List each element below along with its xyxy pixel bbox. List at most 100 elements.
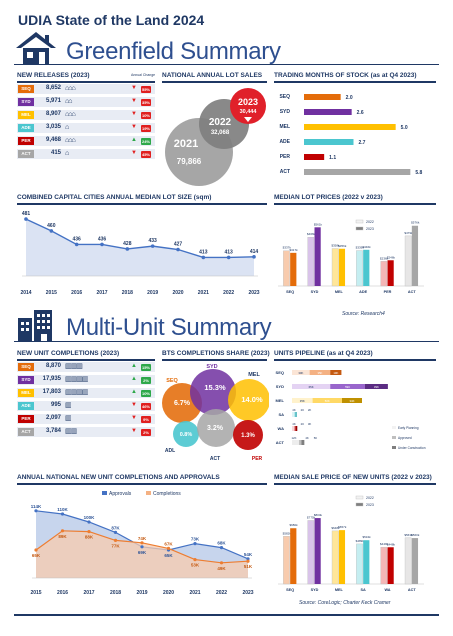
lot-size-point [100,242,104,247]
annual-value-label: 53K [191,563,200,568]
grouped-category-label: SEQ [286,290,294,294]
pipeline-title: UNITS PIPELINE (as at Q4 2023) [274,350,436,361]
grouped-category-label: MEL [335,588,344,592]
trading-months-title: TRADING MONTHS OF STOCK (as at Q4 2023) [274,72,436,83]
trading-value-label: 1.1 [329,155,336,161]
trading-bar [304,154,325,160]
region-value: 8,652 [45,85,61,91]
grouped-legend-label: 2022 [366,496,374,500]
pipeline-segment [292,440,300,445]
region-label: ACT [18,150,34,158]
down-arrow-icon: ▼ [131,402,137,408]
grouped-category-label: WA [384,588,390,592]
lot-prices-chart: $337k$317k SEQ $466k $561k SYD $358k$356k MEL $… [278,219,424,294]
change-badge: 24% [141,138,151,145]
region-label: SEQ [18,85,34,93]
grouped-value-label: $358k [331,244,340,248]
grouped-bar [314,518,321,584]
bts-circle-syd [190,369,236,415]
annual-value-label: 65K [164,553,173,558]
lot-size-point [125,247,130,251]
region-label: SYD [18,376,34,384]
change-badge: 9% [141,416,151,423]
annual-x-tick: 2016 [57,590,68,596]
down-arrow-icon: ▼ [131,150,137,156]
region-label: ACT [18,428,34,436]
building-icons: ▥▥ [65,428,77,435]
grouped-value-label: $804k [314,513,323,517]
lot-size-x-tick: 2015 [46,290,57,296]
house-icons: ⌂⌂⌂ [65,111,76,118]
change-badge: 55% [141,86,151,93]
annual-point [60,529,65,533]
grouped-bar [338,530,346,584]
bts-share-title: BTS COMPLETIONS SHARE (2023) [162,350,270,361]
down-arrow-icon: ▼ [131,124,137,130]
region-value: 8,907 [45,111,61,117]
change-badge: 10% [141,390,151,397]
pipeline-segment-label: 35K [317,371,322,375]
annual-point [140,541,144,545]
row-background [17,362,155,372]
pipeline-segment-label: 5K [314,436,318,440]
grouped-bar [331,530,339,585]
grouped-category-label: SYD [311,290,319,294]
grouped-value-label: $534k [362,535,371,539]
row-background [17,149,155,159]
region-row-ade: ADE 3,035 ⌂ ▼ 19% [17,123,155,134]
grouped-category-label: SYD [311,588,319,592]
annual-point [246,557,250,561]
row-background [17,414,155,424]
annual-value-label: 49K [217,566,226,571]
bts-value-act: 3.2% [207,425,224,432]
grouped-value-label: $582k [283,531,292,535]
pipeline-segment [292,426,295,431]
title-divider [14,64,439,65]
annual-x-tick: 2021 [189,590,200,596]
grouped-bar [411,225,419,286]
grouped-bar [363,249,370,286]
up-arrow-icon: ▲ [131,389,137,395]
pipeline-category-label: SA [278,412,284,417]
lot-size-point [49,229,54,233]
lot-size-point [226,255,231,260]
region-row-per: PER 9,468 ⌂⌂⌂ ▲ 24% [17,136,155,147]
down-arrow-icon: ▼ [131,85,137,91]
trading-category-label: SEQ [279,94,290,100]
unit-price-source: Source: CoreLogic; Charter Keck Cramer [299,600,391,606]
pipeline-segment-label: 35K [300,399,305,403]
region-label: PER [18,137,34,145]
releases-change-header: Annual Change [131,73,156,77]
grouped-value-label: $246k [387,255,396,259]
grouped-value-label: $561k [314,222,323,226]
region-row-per: PER 2,097 ▥ ▼ 9% [17,414,155,425]
change-badge: 19% [141,125,151,132]
bts-label-adl: ADL [165,448,175,454]
grouped-value-label: $657k [338,525,347,529]
annual-value-label: 51K [244,564,253,569]
region-value: 8,870 [45,363,61,369]
lot-size-x-tick: 2017 [96,290,107,296]
grouped-value-label: $339k [356,246,365,250]
annual-point [113,530,118,534]
annual-completions-chart: 114K 110K 100K 87K 69K 65K 73K 68K 54K 65K 89K 88K 7… [30,491,254,596]
grouped-value-label: $317k [289,248,298,252]
grouped-bar [363,540,370,584]
pipeline-segment [295,412,297,417]
region-value: 2,097 [45,415,61,421]
grouped-category-label: ADE [359,290,367,294]
region-value: 995 [50,402,61,408]
grouped-value-label: $346k [362,245,371,249]
grouped-value-label: $466k [307,232,316,236]
bts-circle-act [197,409,235,447]
row-background [17,401,155,411]
unit-price-title: MEDIAN SALE PRICE OF NEW UNITS (2022 v 2… [274,474,436,485]
grouped-bar [387,260,394,286]
annual-legend-label: Approvals [109,491,132,497]
grouped-bar [387,547,394,584]
multiunit-title: Multi-Unit Summary [66,314,272,341]
change-badge: 2% [141,377,151,384]
pipeline-category-label: ACT [276,440,285,445]
pipeline-segment-label: 4K [292,422,296,426]
row-background [17,427,155,437]
